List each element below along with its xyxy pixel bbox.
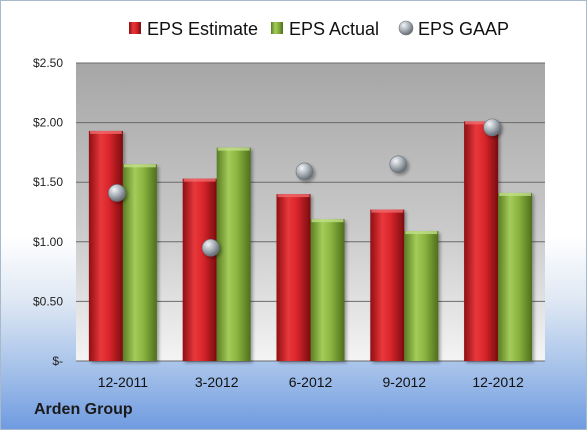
legend-label: EPS GAAP [418, 19, 509, 39]
bar-top-highlight [311, 219, 344, 223]
bar-top-highlight [183, 178, 216, 182]
gaap-points [108, 118, 501, 257]
legend-swatch [398, 20, 414, 36]
bar-eps-estimate [464, 121, 499, 362]
bar-top-highlight [371, 209, 404, 213]
bar-eps-actual [216, 147, 251, 361]
bar-top-highlight [217, 147, 250, 151]
bar-eps-estimate [182, 178, 217, 361]
legend-swatch [129, 22, 141, 34]
bar-eps-actual [122, 164, 157, 361]
x-tick-label: 12-2011 [98, 374, 149, 390]
bar-top-highlight [499, 192, 532, 196]
y-tick-label: $2.50 [33, 56, 63, 70]
x-tick-label: 6-2012 [289, 374, 333, 390]
y-tick-label: $0.50 [33, 294, 63, 308]
x-tick-label: 9-2012 [383, 374, 427, 390]
bar-eps-actual [404, 231, 439, 361]
bar-eps-actual [498, 192, 533, 361]
x-tick-label: 3-2012 [195, 374, 239, 390]
y-tick-label: $- [52, 354, 63, 368]
bars [88, 121, 533, 362]
y-axis-ticks: $- $0.50 $1.00 $1.50 $2.00 $2.50 [33, 56, 63, 368]
point-eps-gaap [295, 162, 314, 181]
company-label: Arden Group [34, 401, 133, 418]
bar-eps-estimate [276, 194, 311, 361]
legend: EPS Estimate EPS Actual EPS GAAP [129, 19, 509, 39]
point-eps-gaap [201, 238, 220, 257]
y-tick-label: $1.00 [33, 235, 63, 249]
y-tick-label: $1.50 [33, 175, 63, 189]
bar-top-highlight [89, 130, 122, 134]
bar-eps-estimate [88, 130, 123, 361]
bar-eps-actual [310, 219, 345, 361]
bar-top-highlight [405, 231, 438, 235]
point-eps-gaap [108, 184, 126, 202]
point-eps-gaap [483, 118, 501, 137]
x-tick-label: 12-2012 [472, 374, 524, 390]
bar-top-highlight [277, 194, 310, 198]
legend-label: EPS Actual [289, 19, 379, 39]
point-eps-gaap [389, 155, 408, 174]
legend-swatch [271, 22, 283, 34]
bar-eps-estimate [370, 209, 405, 361]
x-axis-ticks: 12-2011 3-2012 6-2012 9-2012 12-2012 [98, 374, 524, 390]
bar-top-highlight [123, 164, 156, 168]
legend-label: EPS Estimate [147, 19, 258, 39]
y-tick-label: $2.00 [33, 116, 63, 130]
bar-top-highlight [465, 121, 498, 125]
